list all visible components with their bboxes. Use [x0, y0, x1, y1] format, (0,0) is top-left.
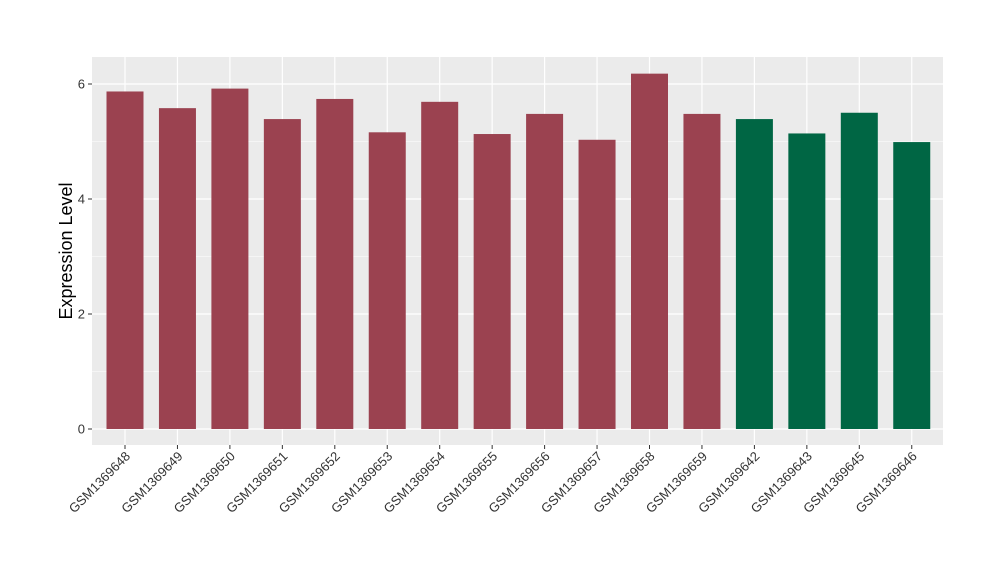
x-axis: GSM1369648GSM1369649GSM1369650GSM1369651… — [66, 445, 920, 516]
bar-GSM1369651 — [263, 119, 301, 429]
bar-GSM1369649 — [158, 108, 196, 430]
bar-GSM1369656 — [526, 113, 564, 430]
y-tick-label: 4 — [78, 192, 85, 207]
bar-GSM1369655 — [473, 134, 511, 429]
bar-GSM1369654 — [421, 101, 459, 429]
bar-GSM1369653 — [368, 132, 406, 430]
bar-GSM1369652 — [316, 98, 354, 429]
bar-GSM1369657 — [578, 139, 616, 429]
bar-GSM1369645 — [840, 112, 878, 429]
y-tick-label: 6 — [78, 77, 85, 92]
bar-GSM1369648 — [106, 91, 144, 429]
bar-GSM1369650 — [211, 88, 249, 429]
bar-GSM1369642 — [735, 119, 773, 429]
y-tick-label: 0 — [78, 422, 85, 437]
bar-GSM1369659 — [683, 113, 721, 430]
bar-GSM1369646 — [893, 142, 931, 429]
y-axis: 0 2 4 6 — [78, 77, 92, 437]
y-tick-label: 2 — [78, 307, 85, 322]
bar-GSM1369643 — [788, 133, 826, 429]
y-axis-title: Expression Level — [56, 182, 76, 319]
bar-GSM1369658 — [631, 73, 668, 430]
bars — [106, 73, 931, 430]
